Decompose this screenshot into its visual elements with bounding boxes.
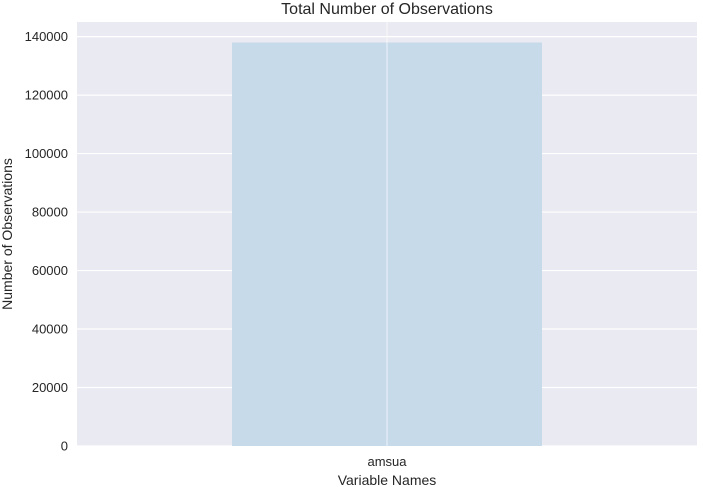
y-axis-label: Number of Observations — [0, 158, 15, 310]
y-tick-label: 120000 — [25, 88, 68, 103]
y-tick-label: 80000 — [32, 205, 68, 220]
tick-labels: 0 20000 40000 60000 80000 100000 120000 140000 a… — [25, 29, 408, 469]
bars — [232, 22, 542, 446]
x-tick-label: amsua — [367, 454, 407, 469]
y-tick-label: 60000 — [32, 263, 68, 278]
y-tick-label: 140000 — [25, 29, 68, 44]
y-tick-label: 100000 — [25, 146, 68, 161]
x-axis-label: Variable Names — [338, 472, 437, 487]
y-tick-label: 40000 — [32, 322, 68, 337]
chart-title: Total Number of Observations — [281, 1, 493, 18]
y-tick-label: 0 — [61, 439, 68, 454]
y-tick-label: 20000 — [32, 380, 68, 395]
